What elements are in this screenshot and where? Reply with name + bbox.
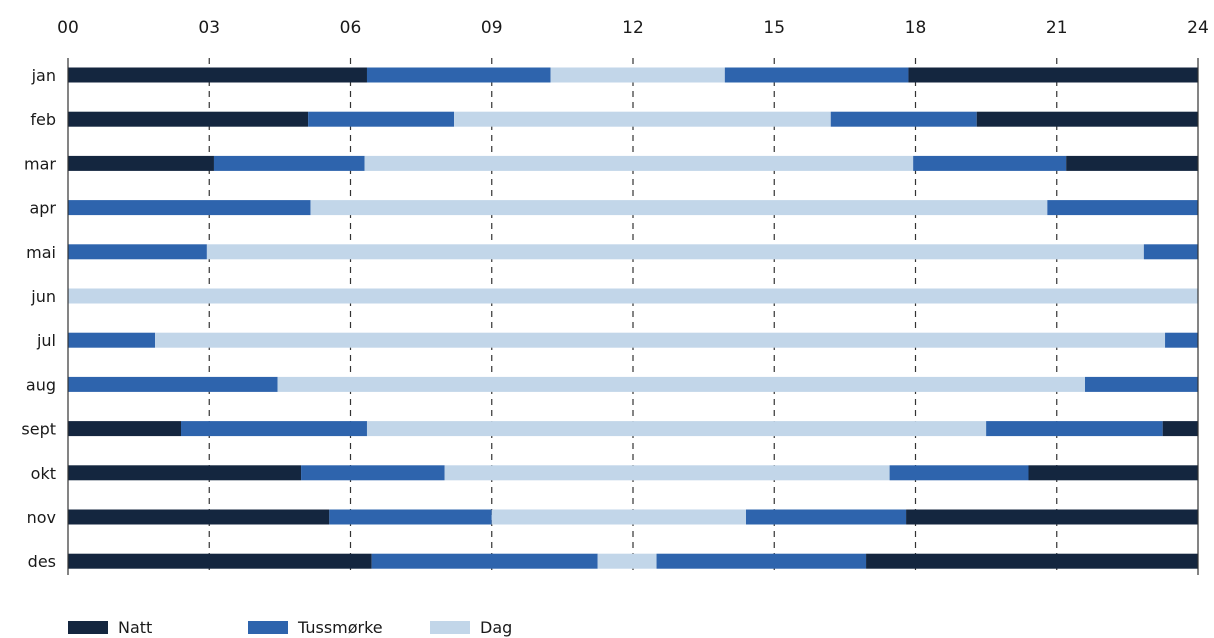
- bar-segment-mai-2: [1143, 244, 1198, 260]
- bar-segment-des-3: [656, 553, 867, 569]
- bar-row-sept: [68, 421, 1198, 437]
- bar-row-jan: [68, 67, 1198, 83]
- bar-segment-jul-1: [155, 332, 1166, 348]
- bar-segment-feb-4: [976, 111, 1198, 127]
- bar-segment-okt-2: [444, 465, 890, 481]
- x-tick-label: 00: [57, 18, 79, 38]
- legend-swatch: [248, 621, 288, 634]
- bar-segment-nov-2: [491, 509, 746, 525]
- bar-segment-sept-2: [366, 421, 987, 437]
- bar-segment-jan-4: [908, 67, 1198, 83]
- bar-segment-apr-0: [68, 200, 311, 216]
- bar-segment-mar-4: [1066, 155, 1198, 171]
- axes: [67, 58, 1199, 575]
- bar-segment-des-0: [68, 553, 372, 569]
- month-label-aug: aug: [26, 375, 56, 394]
- x-tick-label: 15: [763, 18, 785, 38]
- bar-segment-mar-1: [213, 155, 365, 171]
- bar-segment-mai-1: [206, 244, 1144, 260]
- bar-row-mar: [68, 155, 1198, 171]
- bar-segment-aug-0: [68, 376, 278, 392]
- bar-segment-sept-1: [181, 421, 367, 437]
- legend-item-2: Dag: [430, 618, 512, 637]
- x-tick-label: 18: [905, 18, 927, 38]
- month-label-feb: feb: [30, 110, 56, 129]
- x-tick-label: 09: [481, 18, 503, 38]
- bar-segment-jul-0: [68, 332, 156, 348]
- bar-segment-mai-0: [68, 244, 207, 260]
- bar-segment-okt-0: [68, 465, 302, 481]
- bar-segment-aug-1: [277, 376, 1085, 392]
- bar-row-apr: [68, 200, 1198, 216]
- bar-segment-jan-2: [550, 67, 725, 83]
- x-tick-label: 03: [198, 18, 220, 38]
- x-tick-label: 06: [340, 18, 362, 38]
- legend-item-1: Tussmørke: [248, 618, 383, 637]
- bar-segment-apr-1: [310, 200, 1048, 216]
- bar-segment-des-4: [866, 553, 1198, 569]
- bar-segment-feb-2: [454, 111, 831, 127]
- bar-row-jul: [68, 332, 1198, 348]
- month-label-mai: mai: [26, 243, 56, 262]
- x-tick-labels: 00 03 06 09 12 15 18 21 24: [57, 18, 1209, 38]
- bars: [68, 67, 1198, 569]
- legend-label: Tussmørke: [297, 618, 383, 637]
- bar-segment-aug-2: [1085, 376, 1198, 392]
- bar-segment-mar-2: [364, 155, 914, 171]
- bar-row-jun: [68, 288, 1198, 304]
- legend-label: Natt: [118, 618, 152, 637]
- bar-row-nov: [68, 509, 1198, 525]
- month-label-apr: apr: [29, 199, 56, 218]
- bar-row-aug: [68, 376, 1198, 392]
- month-label-okt: okt: [31, 464, 56, 483]
- x-tick-label: 21: [1046, 18, 1068, 38]
- month-label-sept: sept: [21, 420, 56, 439]
- bar-segment-feb-3: [830, 111, 977, 127]
- legend-swatch: [68, 621, 108, 634]
- month-label-mar: mar: [24, 154, 56, 173]
- legend-item-0: Natt: [68, 618, 152, 637]
- x-tick-label: 12: [622, 18, 644, 38]
- bar-segment-sept-4: [1162, 421, 1198, 437]
- bar-segment-mar-0: [68, 155, 214, 171]
- bar-segment-feb-1: [308, 111, 455, 127]
- month-label-nov: nov: [27, 508, 56, 527]
- legend-label: Dag: [480, 618, 512, 637]
- bar-segment-jan-3: [724, 67, 909, 83]
- bar-segment-okt-3: [889, 465, 1029, 481]
- bar-segment-des-2: [597, 553, 657, 569]
- bar-segment-jan-1: [366, 67, 551, 83]
- bar-segment-sept-0: [68, 421, 181, 437]
- month-labels: jan feb mar apr mai jun jul aug sept okt nov des: [21, 66, 56, 571]
- bar-segment-nov-0: [68, 509, 330, 525]
- month-label-jun: jun: [30, 287, 56, 306]
- bar-row-okt: [68, 465, 1198, 481]
- legend-swatch: [430, 621, 470, 634]
- bar-row-feb: [68, 111, 1198, 127]
- month-label-jul: jul: [36, 331, 56, 350]
- bar-segment-okt-4: [1028, 465, 1198, 481]
- bar-segment-okt-1: [301, 465, 445, 481]
- x-tick-label: 24: [1187, 18, 1209, 38]
- bar-segment-apr-2: [1047, 200, 1198, 216]
- bar-segment-jan-0: [68, 67, 367, 83]
- bar-segment-jun-0: [68, 288, 1198, 304]
- bar-segment-des-1: [371, 553, 598, 569]
- bar-segment-nov-4: [906, 509, 1198, 525]
- month-label-des: des: [28, 552, 56, 571]
- legend: Natt Tussmørke Dag: [68, 618, 512, 637]
- bar-segment-feb-0: [68, 111, 309, 127]
- bar-row-des: [68, 553, 1198, 569]
- bar-segment-mar-3: [913, 155, 1067, 171]
- bar-segment-jul-2: [1165, 332, 1198, 348]
- bar-segment-sept-3: [986, 421, 1163, 437]
- bar-row-mai: [68, 244, 1198, 260]
- grid-lines: [208, 58, 1058, 575]
- bar-segment-nov-1: [329, 509, 492, 525]
- month-label-jan: jan: [31, 66, 56, 85]
- bar-segment-nov-3: [746, 509, 907, 525]
